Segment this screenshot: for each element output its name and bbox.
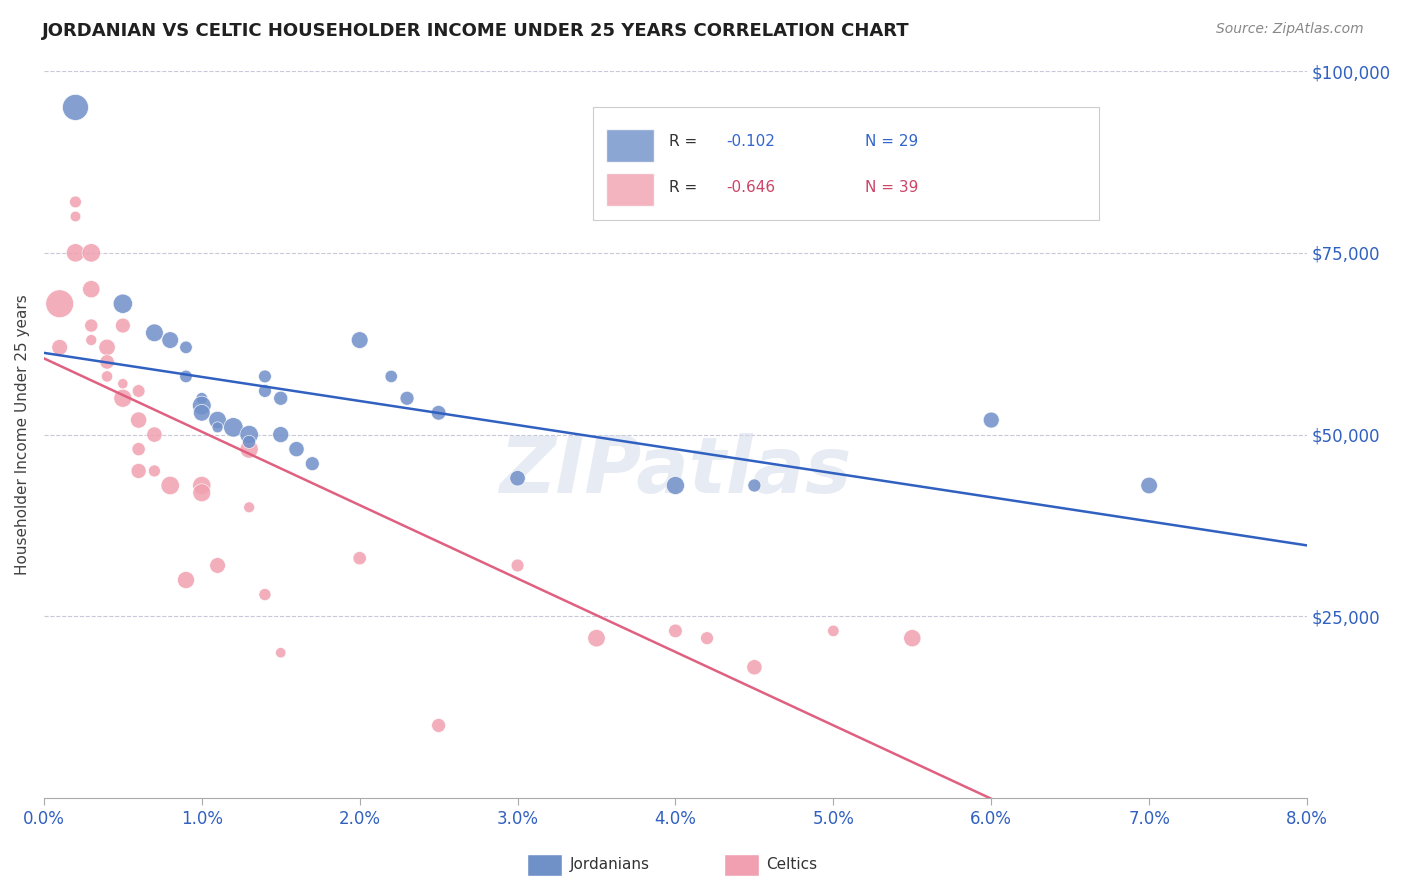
Point (111, 318, 134, 333)
Point (128, 384, 150, 398)
Point (238, 442, 260, 457)
Point (253, 369, 276, 384)
Point (744, 478, 766, 492)
Point (823, 624, 845, 638)
Point (285, 442, 308, 457)
Point (207, 558, 229, 573)
Point (270, 646, 292, 660)
Point (128, 442, 150, 457)
FancyBboxPatch shape (593, 107, 1098, 220)
Text: Celtics: Celtics (766, 857, 817, 871)
Point (143, 464, 166, 478)
Point (696, 631, 718, 645)
Point (80, 333, 103, 347)
Point (111, 296, 134, 310)
Point (65, 210, 87, 224)
Text: ZIPatlas: ZIPatlas (499, 433, 852, 509)
Point (664, 624, 686, 638)
Point (253, 588, 276, 602)
Point (506, 471, 529, 485)
Point (96, 340, 118, 354)
FancyBboxPatch shape (606, 129, 654, 162)
Point (96, 369, 118, 384)
Point (253, 384, 276, 398)
Point (207, 413, 229, 427)
Point (191, 406, 214, 420)
Point (65, 194, 87, 209)
Point (396, 391, 419, 405)
Point (744, 660, 766, 674)
Point (174, 573, 197, 587)
Point (128, 464, 150, 478)
Point (65, 100, 87, 114)
Point (80, 318, 103, 333)
Point (380, 369, 402, 384)
Text: R =: R = (669, 180, 702, 194)
Point (111, 376, 134, 391)
Point (238, 427, 260, 442)
Point (301, 457, 323, 471)
Text: Jordanians: Jordanians (569, 857, 650, 871)
Point (222, 420, 245, 434)
Text: N = 39: N = 39 (865, 180, 918, 194)
Point (1137, 478, 1160, 492)
Point (349, 551, 371, 566)
Point (238, 500, 260, 515)
Point (111, 391, 134, 405)
Point (48, 340, 70, 354)
Point (270, 427, 292, 442)
Point (174, 369, 197, 384)
Text: -0.646: -0.646 (725, 180, 775, 194)
Point (80, 282, 103, 296)
Point (980, 413, 1002, 427)
Point (901, 631, 924, 645)
Point (664, 478, 686, 492)
Point (128, 413, 150, 427)
Point (238, 434, 260, 449)
Text: -0.102: -0.102 (725, 134, 775, 149)
Point (270, 391, 292, 405)
Point (349, 333, 371, 347)
Text: Source: ZipAtlas.com: Source: ZipAtlas.com (1216, 22, 1364, 37)
Point (174, 340, 197, 354)
Point (207, 420, 229, 434)
Point (143, 326, 166, 340)
Text: JORDANIAN VS CELTIC HOUSEHOLDER INCOME UNDER 25 YEARS CORRELATION CHART: JORDANIAN VS CELTIC HOUSEHOLDER INCOME U… (42, 22, 910, 40)
Point (48, 296, 70, 310)
FancyBboxPatch shape (606, 173, 654, 205)
Point (159, 478, 181, 492)
Y-axis label: Householder Income Under 25 years: Householder Income Under 25 years (15, 294, 30, 575)
Point (191, 478, 214, 492)
Point (80, 245, 103, 260)
Point (191, 391, 214, 405)
Text: R =: R = (669, 134, 702, 149)
Point (159, 333, 181, 347)
Point (143, 427, 166, 442)
Text: N = 29: N = 29 (865, 134, 918, 149)
Point (427, 406, 450, 420)
Point (96, 355, 118, 369)
Point (191, 485, 214, 500)
Point (191, 399, 214, 413)
Point (506, 558, 529, 573)
Point (427, 718, 450, 732)
Point (65, 245, 87, 260)
Point (585, 631, 607, 645)
